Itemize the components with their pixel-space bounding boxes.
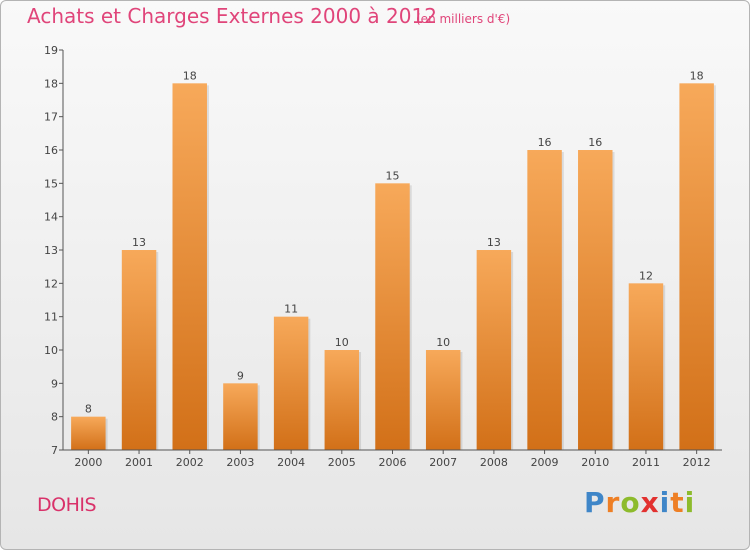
- bar: [578, 150, 613, 450]
- x-tick-label: 2009: [531, 456, 559, 469]
- bars-group: 8 13 18 9 11 10 15 10 13 16 16 12 18: [71, 69, 716, 451]
- bar: [172, 83, 207, 450]
- x-tick-label: 2004: [277, 456, 305, 469]
- y-tick-label: 13: [44, 244, 58, 257]
- x-tick-label: 2010: [581, 456, 609, 469]
- y-tick-label: 7: [51, 444, 58, 457]
- y-tick-label: 18: [44, 77, 58, 90]
- bar-value-label: 16: [588, 136, 602, 149]
- bar-value-label: 16: [538, 136, 552, 149]
- bar: [375, 183, 410, 451]
- bar: [628, 283, 664, 450]
- x-tick-label: 2000: [74, 456, 102, 469]
- bar-value-label: 18: [183, 69, 197, 82]
- y-tick-label: 14: [44, 211, 58, 224]
- logo-letter: x: [640, 486, 660, 519]
- bar: [223, 383, 258, 450]
- x-tick-label: 2008: [480, 456, 508, 469]
- logo-letter: P: [584, 486, 606, 519]
- chart-subtitle: (en milliers d'€): [416, 12, 511, 26]
- bar-value-label: 8: [85, 403, 92, 416]
- x-tick-label: 2012: [683, 456, 711, 469]
- y-tick-label: 11: [44, 311, 58, 324]
- x-tick-label: 2011: [632, 456, 660, 469]
- bar-value-label: 18: [690, 69, 704, 82]
- y-tick-label: 15: [44, 177, 58, 190]
- bar-value-label: 10: [335, 336, 349, 349]
- x-tick-label: 2001: [125, 456, 153, 469]
- bar: [324, 350, 360, 450]
- logo-letter: i: [684, 486, 696, 519]
- y-tick-label: 17: [44, 111, 58, 124]
- location-name: DOHIS: [37, 494, 97, 516]
- bar: [476, 250, 512, 450]
- chart-title: Achats et Charges Externes 2000 à 2012: [27, 4, 437, 28]
- bar-value-label: 13: [132, 236, 146, 249]
- y-tick-label: 9: [51, 377, 58, 390]
- logo-letter: t: [670, 486, 685, 519]
- x-tick-label: 2002: [176, 456, 204, 469]
- y-tick-label: 12: [44, 277, 58, 290]
- bar: [679, 83, 714, 450]
- x-tick-label: 2007: [429, 456, 457, 469]
- y-tick-label: 19: [44, 44, 58, 57]
- bar-value-label: 11: [284, 303, 298, 316]
- logo-letter: i: [659, 486, 671, 519]
- logo-letter: r: [605, 486, 621, 519]
- bar: [527, 150, 562, 450]
- proxiti-logo[interactable]: Proxiti: [584, 486, 695, 519]
- bar-value-label: 9: [237, 369, 244, 382]
- x-tick-label: 2005: [328, 456, 356, 469]
- logo-letter: o: [620, 486, 641, 519]
- y-tick-label: 10: [44, 344, 58, 357]
- x-axis: 2000 2001 2002 2003 2004 2005 2006 2007 2008 2009…: [63, 449, 722, 469]
- bar-value-label: 10: [436, 336, 450, 349]
- bar-value-label: 12: [639, 269, 653, 282]
- x-tick-label: 2003: [226, 456, 254, 469]
- y-axis: 7 8 9 10 11 12 13 14 15 16 17 18 19: [44, 44, 64, 457]
- x-tick-label: 2006: [379, 456, 407, 469]
- bar: [71, 416, 106, 450]
- y-tick-label: 8: [51, 411, 58, 424]
- y-tick-label: 16: [44, 144, 58, 157]
- bar-value-label: 13: [487, 236, 501, 249]
- bar: [273, 316, 309, 450]
- bar-value-label: 15: [386, 169, 400, 182]
- bar: [425, 350, 461, 450]
- bar: [121, 250, 157, 450]
